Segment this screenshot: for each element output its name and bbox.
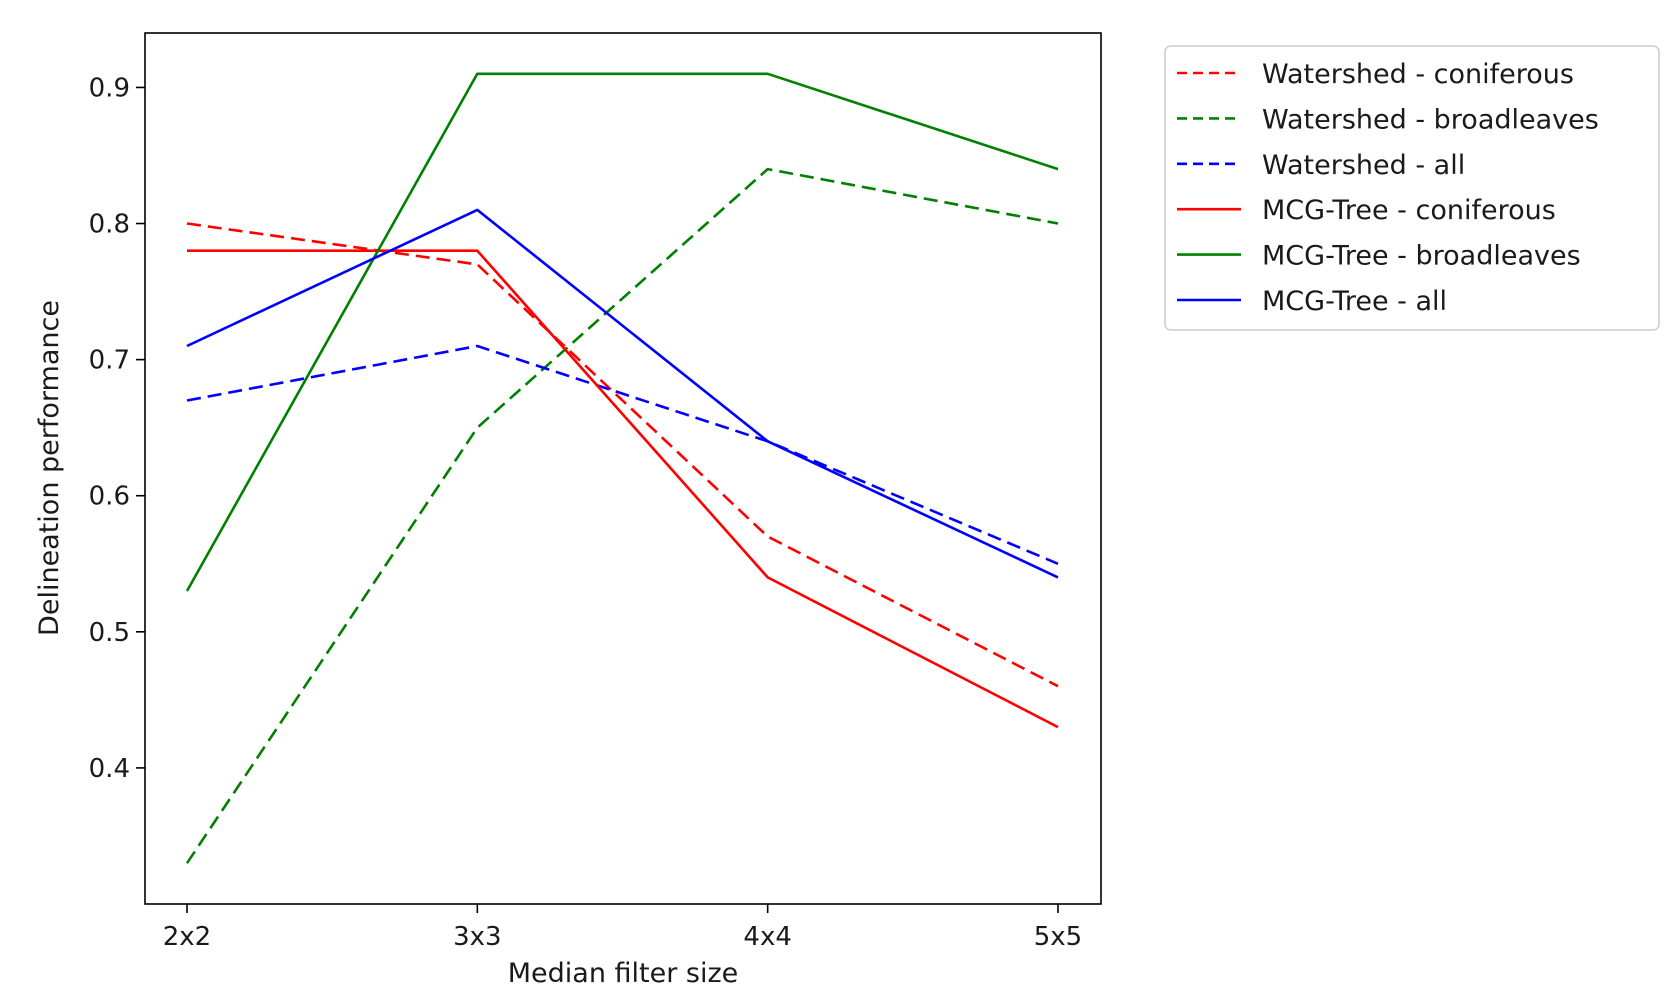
x-tick-label-4x4: 4x4 <box>743 922 791 952</box>
plot-frame <box>144 32 1102 905</box>
y-axis: 0.4 0.5 0.6 0.7 0.8 0.9 <box>89 73 145 784</box>
legend-entry-watershed-broadleaves: Watershed - broadleaves <box>1177 104 1599 135</box>
legend-label-watershed-all: Watershed - all <box>1262 150 1465 181</box>
legend: Watershed - coniferous Watershed - broadl… <box>1164 45 1660 331</box>
series-line-mcg-tree-coniferous <box>187 249 1059 729</box>
y-tick-label-0-5: 0.5 <box>89 618 130 648</box>
series-line-watershed-coniferous <box>186 222 1059 688</box>
y-tick-label-0-9: 0.9 <box>89 73 130 103</box>
y-tick-label-0-4: 0.4 <box>89 754 130 784</box>
x-tick-label-5x5: 5x5 <box>1034 922 1082 952</box>
series-line-mcg-tree-all <box>186 208 1059 579</box>
legend-entry-mcg-tree-all: MCG-Tree - all <box>1177 286 1447 317</box>
legend-label-mcg-tree-coniferous: MCG-Tree - coniferous <box>1262 195 1556 226</box>
legend-entry-watershed-all: Watershed - all <box>1177 150 1465 181</box>
series-line-watershed-broadleaves <box>185 167 1059 864</box>
legend-box <box>1164 45 1660 331</box>
series-line-mcg-tree-broadleaves <box>185 72 1059 592</box>
legend-label-watershed-broadleaves: Watershed - broadleaves <box>1262 104 1599 135</box>
series-line-watershed-all <box>186 344 1059 565</box>
y-axis-label: Delineation performance <box>34 300 65 636</box>
legend-entry-mcg-tree-coniferous: MCG-Tree - coniferous <box>1177 195 1556 226</box>
legend-label-mcg-tree-all: MCG-Tree - all <box>1262 286 1447 317</box>
x-axis: 2x2 3x3 4x4 5x5 <box>163 904 1082 952</box>
x-axis-label: Median filter size <box>508 958 739 989</box>
legend-entry-watershed-coniferous: Watershed - coniferous <box>1177 59 1574 90</box>
legend-entry-mcg-tree-broadleaves: MCG-Tree - broadleaves <box>1177 241 1581 272</box>
y-tick-label-0-6: 0.6 <box>89 482 130 512</box>
x-tick-label-2x2: 2x2 <box>163 922 211 952</box>
legend-label-watershed-coniferous: Watershed - coniferous <box>1262 59 1574 90</box>
legend-label-mcg-tree-broadleaves: MCG-Tree - broadleaves <box>1262 241 1581 272</box>
y-tick-label-0-8: 0.8 <box>89 210 130 240</box>
y-tick-label-0-7: 0.7 <box>89 346 130 376</box>
series-layer <box>185 72 1059 864</box>
x-tick-label-3x3: 3x3 <box>453 922 501 952</box>
